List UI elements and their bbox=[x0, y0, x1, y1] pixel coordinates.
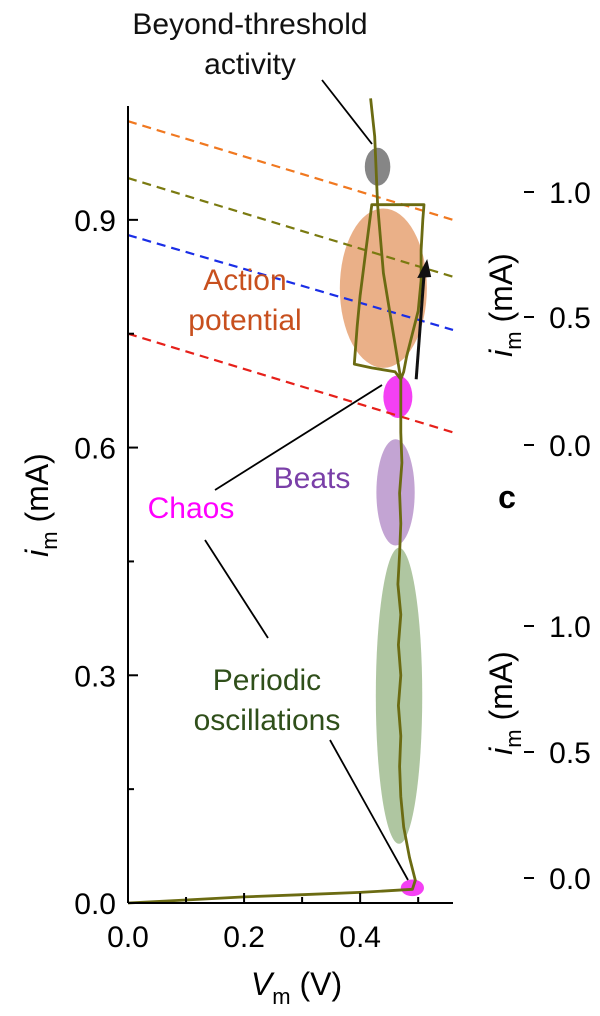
annotation-beyond-threshold: Beyond-threshold activity bbox=[132, 8, 367, 81]
y-tick-label: 0.3 bbox=[74, 660, 116, 693]
right-panel: 1.0 0.5 0.0 1.0 0.5 0.0 im (mA) im (mA) c bbox=[483, 177, 591, 896]
axes-layer: 0.0 0.2 0.4 0.0 0.3 0.6 0.9 Vm (V) im (mA) bbox=[19, 106, 453, 1009]
svg-text:im (mA): im (mA) bbox=[19, 453, 62, 557]
load-line-orange bbox=[127, 120, 454, 221]
right-lower-tick-label: 0.5 bbox=[549, 737, 591, 770]
annotation-beats: Beats bbox=[274, 462, 351, 495]
panel-letter-c: c bbox=[498, 479, 516, 515]
right-upper-tick-label: 0.5 bbox=[549, 302, 591, 335]
y-tick-label: 0.9 bbox=[74, 205, 116, 238]
load-line-blue bbox=[127, 233, 454, 331]
right-upper-tick-label: 1.0 bbox=[549, 177, 591, 210]
annotation-action-potential: Action potential bbox=[188, 264, 301, 337]
leader-beyond-threshold bbox=[321, 79, 373, 145]
trace-layer bbox=[127, 98, 432, 905]
svg-text:im (mA): im (mA) bbox=[483, 253, 526, 357]
leader-chaos-upper bbox=[214, 384, 383, 491]
x-tick-label: 0.4 bbox=[339, 921, 381, 954]
leader-periodic-oscillations bbox=[329, 739, 409, 881]
y-axis-label: im (mA) bbox=[19, 453, 62, 557]
direction-arrow-head bbox=[417, 258, 432, 278]
svg-text:im (mA): im (mA) bbox=[483, 651, 526, 755]
y-tick-label: 0.0 bbox=[74, 888, 116, 921]
right-upper-tick-label: 0.0 bbox=[549, 430, 591, 463]
x-tick-label: 0.0 bbox=[107, 921, 149, 954]
load-line-olive bbox=[127, 177, 454, 278]
beats-region bbox=[376, 439, 415, 546]
annotation-chaos: Chaos bbox=[148, 492, 235, 525]
right-lower-y-axis-label: im (mA) bbox=[483, 651, 526, 755]
right-lower-tick-label: 0.0 bbox=[549, 863, 591, 896]
beyond-threshold-region bbox=[364, 147, 391, 186]
load-line-layer bbox=[127, 120, 454, 434]
right-upper-y-axis-label: im (mA) bbox=[483, 253, 526, 357]
annotation-layer: Beyond-threshold activity Action potential B… bbox=[132, 8, 409, 881]
action-potential-region bbox=[339, 208, 427, 368]
x-axis-label: Vm (V) bbox=[251, 966, 342, 1009]
direction-arrow-shaft bbox=[414, 272, 426, 380]
annotation-periodic-oscillations: Periodic oscillations bbox=[194, 664, 341, 737]
x-tick-label: 0.2 bbox=[223, 921, 265, 954]
y-tick-label: 0.6 bbox=[74, 433, 116, 466]
svg-text:Vm (V): Vm (V) bbox=[251, 966, 342, 1009]
chaos-region-upper bbox=[383, 375, 413, 418]
leader-chaos-lower bbox=[204, 539, 269, 639]
right-lower-tick-label: 1.0 bbox=[549, 611, 591, 644]
load-line-red bbox=[127, 332, 454, 434]
voltage-current-trace bbox=[127, 98, 426, 905]
